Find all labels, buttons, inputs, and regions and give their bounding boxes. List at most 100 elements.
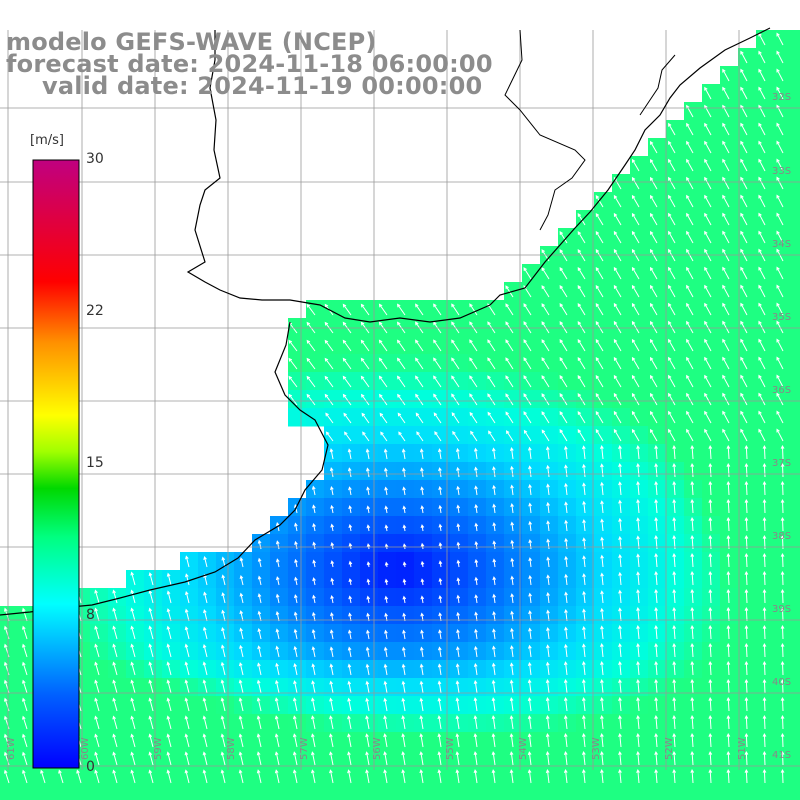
wind-arrow	[365, 663, 370, 676]
wind-speed-cell	[90, 714, 109, 733]
wind-arrow	[672, 679, 677, 694]
wind-arrow	[437, 448, 442, 460]
wind-speed-cell	[288, 714, 307, 733]
wind-arrow	[202, 751, 208, 766]
wind-speed-cell	[216, 588, 235, 607]
wind-speed-cell	[162, 678, 181, 697]
wind-speed-cell	[234, 624, 253, 643]
wind-speed-cell	[594, 552, 613, 571]
wind-speed-cell	[126, 606, 145, 625]
wind-speed-cell	[414, 714, 433, 733]
wind-speed-cell	[576, 318, 595, 337]
wind-arrow	[505, 339, 514, 352]
wind-arrow	[491, 733, 496, 748]
wind-arrow	[130, 607, 136, 622]
wind-arrow	[148, 643, 154, 658]
wind-arrow	[636, 481, 640, 496]
wind-arrow	[22, 643, 28, 658]
wind-arrow	[613, 374, 622, 388]
wind-speed-cell	[432, 750, 451, 769]
wind-speed-cell	[288, 318, 307, 337]
wind-arrow	[582, 482, 586, 496]
wind-speed-cell	[378, 570, 397, 589]
wind-speed-cell	[108, 660, 127, 679]
wind-arrow	[437, 769, 442, 784]
wind-arrow	[559, 267, 568, 280]
wind-arrow	[275, 593, 280, 604]
wind-speed-cell	[540, 264, 559, 283]
wind-arrow	[184, 769, 190, 784]
wind-arrow	[744, 480, 749, 496]
wind-speed-cell	[756, 498, 775, 517]
wind-arrow	[202, 679, 208, 694]
latitude-label: 39S	[772, 604, 791, 615]
wind-speed-cell	[630, 210, 649, 229]
wind-speed-cell	[414, 786, 433, 800]
wind-arrow	[330, 485, 334, 496]
wind-arrow	[455, 697, 460, 712]
wind-speed-cell	[630, 588, 649, 607]
wind-arrow	[348, 523, 353, 532]
wind-arrow	[130, 751, 136, 766]
wind-speed-cell	[558, 696, 577, 715]
wind-speed-cell	[378, 624, 397, 643]
wind-speed-cell	[306, 534, 325, 553]
wind-speed-cell	[594, 210, 613, 229]
wind-arrow	[600, 518, 604, 532]
wind-speed-cell	[792, 768, 800, 787]
wind-arrow	[257, 557, 262, 568]
wind-speed-cell	[108, 696, 127, 715]
longitude-label: 53W	[591, 737, 602, 760]
wind-speed-cell	[396, 750, 415, 769]
wind-speed-cell	[396, 768, 415, 787]
wind-arrow	[668, 284, 676, 298]
wind-speed-cell	[414, 768, 433, 787]
wind-arrow	[528, 520, 532, 532]
wind-speed-cell	[486, 660, 505, 679]
wind-arrow	[491, 679, 496, 694]
wind-speed-cell	[504, 588, 523, 607]
wind-speed-cell	[468, 642, 487, 661]
wind-speed-cell	[612, 462, 631, 481]
wind-arrow	[306, 303, 316, 316]
wind-speed-cell	[198, 750, 217, 769]
wind-arrow	[776, 194, 784, 208]
wind-speed-cell	[756, 570, 775, 589]
title-model: modelo GEFS-WAVE (NCEP)	[6, 28, 377, 56]
wind-arrow	[600, 733, 604, 748]
wind-speed-cell	[432, 354, 451, 373]
wind-speed-cell	[396, 516, 415, 535]
wind-arrow	[275, 521, 280, 532]
wind-speed-cell	[504, 516, 523, 535]
wind-arrow	[636, 661, 640, 676]
wind-speed-cell	[576, 462, 595, 481]
wind-arrow	[455, 663, 460, 676]
wind-speed-cell	[414, 552, 433, 571]
wind-arrow	[112, 679, 118, 694]
wind-speed-cell	[126, 786, 145, 800]
wind-speed-cell	[702, 300, 721, 319]
wind-arrow	[708, 498, 713, 514]
wind-speed-cell	[414, 354, 433, 373]
wind-speed-cell	[720, 408, 739, 427]
wind-arrow	[528, 557, 533, 568]
wind-arrow	[396, 339, 406, 352]
wind-arrow	[668, 266, 676, 280]
wind-arrow	[469, 411, 478, 424]
wind-arrow	[257, 645, 262, 658]
wind-arrow	[686, 266, 694, 280]
wind-arrow	[112, 733, 118, 748]
wind-speed-cell	[612, 750, 631, 769]
wind-arrow	[708, 732, 713, 748]
wind-speed-cell	[738, 498, 757, 517]
wind-arrow	[563, 445, 568, 460]
wind-arrow	[220, 769, 226, 784]
wind-arrow	[690, 444, 695, 460]
wind-arrow	[672, 481, 677, 496]
wind-speed-cell	[432, 300, 451, 319]
wind-arrow	[704, 374, 712, 388]
wind-arrow	[708, 750, 713, 766]
colorbar-tick: 22	[86, 303, 104, 319]
wind-arrow	[636, 643, 640, 658]
wind-speed-cell	[414, 516, 433, 535]
